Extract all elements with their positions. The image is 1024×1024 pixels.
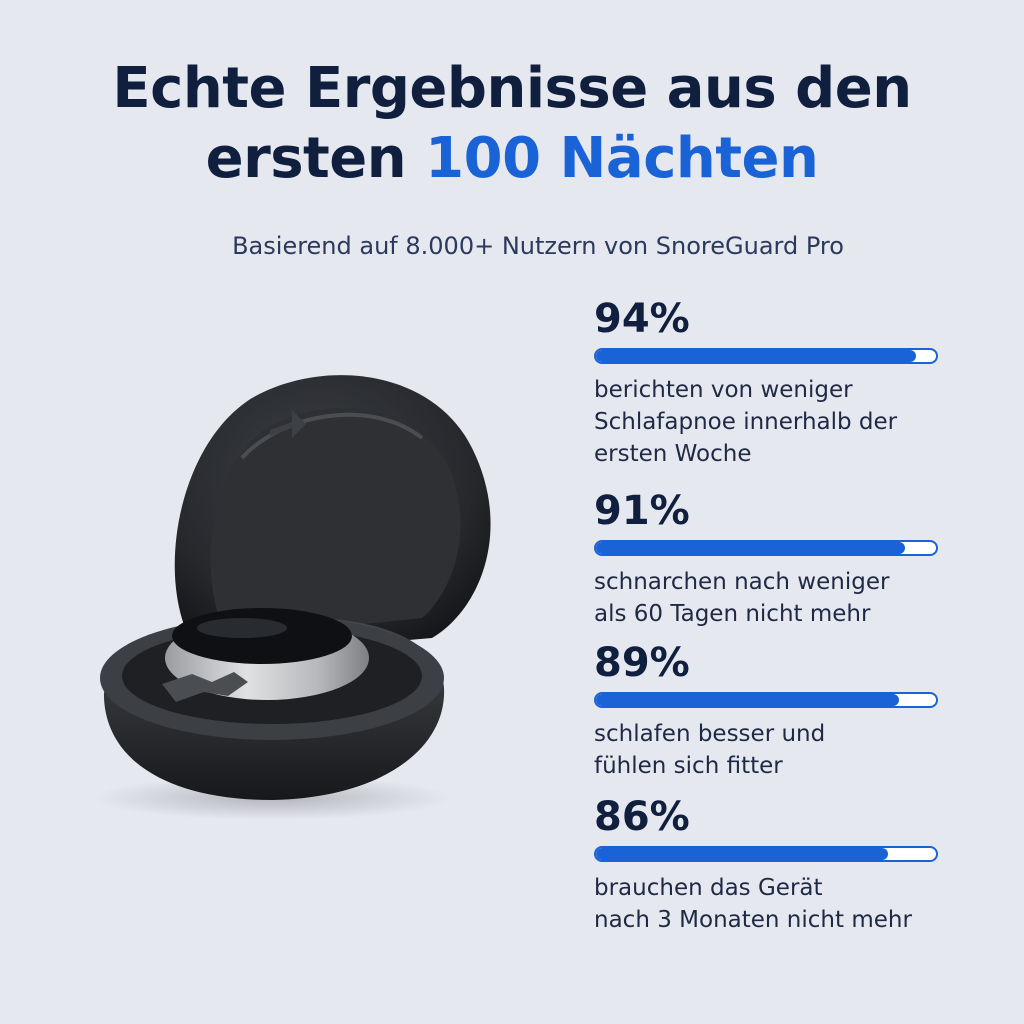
headline-line-2-prefix: ersten [205,126,426,191]
stat-description-line: brauchen das Gerät [594,875,823,901]
device-top-highlight [197,618,287,638]
stat-progress-bar [594,540,938,556]
stat-description-line: Schlafapnoe innerhalb der [594,409,898,435]
stat-item: 86% brauchen das Gerät nach 3 Monaten ni… [594,794,954,936]
stat-progress-bar [594,846,938,862]
stat-value: 91% [594,488,690,534]
device-wing-icon [162,672,248,702]
stat-description-line: nach 3 Monaten nicht mehr [594,907,912,933]
stat-description: schlafen besser und fühlen sich fitter [594,718,954,782]
stat-progress-fill [596,350,916,362]
lid-clip-icon [270,410,306,438]
stat-progress-bar [594,692,938,708]
stats-list: 94% berichten von weniger Schlafapnoe in… [594,296,954,936]
stat-progress-bar [594,348,938,364]
headline: Echte Ergebnisse aus den ersten 100 Näch… [0,54,1024,194]
stat-description-line: schlafen besser und [594,721,826,747]
headline-line-2: ersten 100 Nächten [0,124,1024,194]
lid-inner [210,407,461,638]
stat-item: 91% schnarchen nach weniger als 60 Tagen… [594,488,954,640]
stat-description-line: als 60 Tagen nicht mehr [594,601,871,627]
stat-progress-fill [596,694,899,706]
stat-description-line: berichten von weniger [594,377,853,403]
headline-accent: 100 Nächten [425,126,819,191]
stat-value: 94% [594,296,690,342]
snore-device-case-icon [92,375,491,820]
stat-progress-fill [596,542,906,554]
stat-value: 86% [594,794,690,840]
stat-description-line: fühlen sich fitter [594,753,783,779]
headline-line-1: Echte Ergebnisse aus den [112,56,912,121]
product-image [92,368,502,820]
stat-item: 89% schlafen besser und fühlen sich fitt… [594,640,954,794]
stat-description: brauchen das Gerät nach 3 Monaten nicht … [594,872,954,936]
stat-value: 89% [594,640,690,686]
subtitle: Basierend auf 8.000+ Nutzern von SnoreGu… [232,232,844,260]
lid-inner-rim [240,412,424,460]
stat-description: berichten von weniger Schlafapnoe innerh… [594,374,954,470]
stat-description: schnarchen nach weniger als 60 Tagen nic… [594,566,954,630]
stat-item: 94% berichten von weniger Schlafapnoe in… [594,296,954,488]
stat-progress-fill [596,848,889,860]
stat-description-line: ersten Woche [594,441,752,467]
stat-description-line: schnarchen nach weniger [594,569,890,595]
